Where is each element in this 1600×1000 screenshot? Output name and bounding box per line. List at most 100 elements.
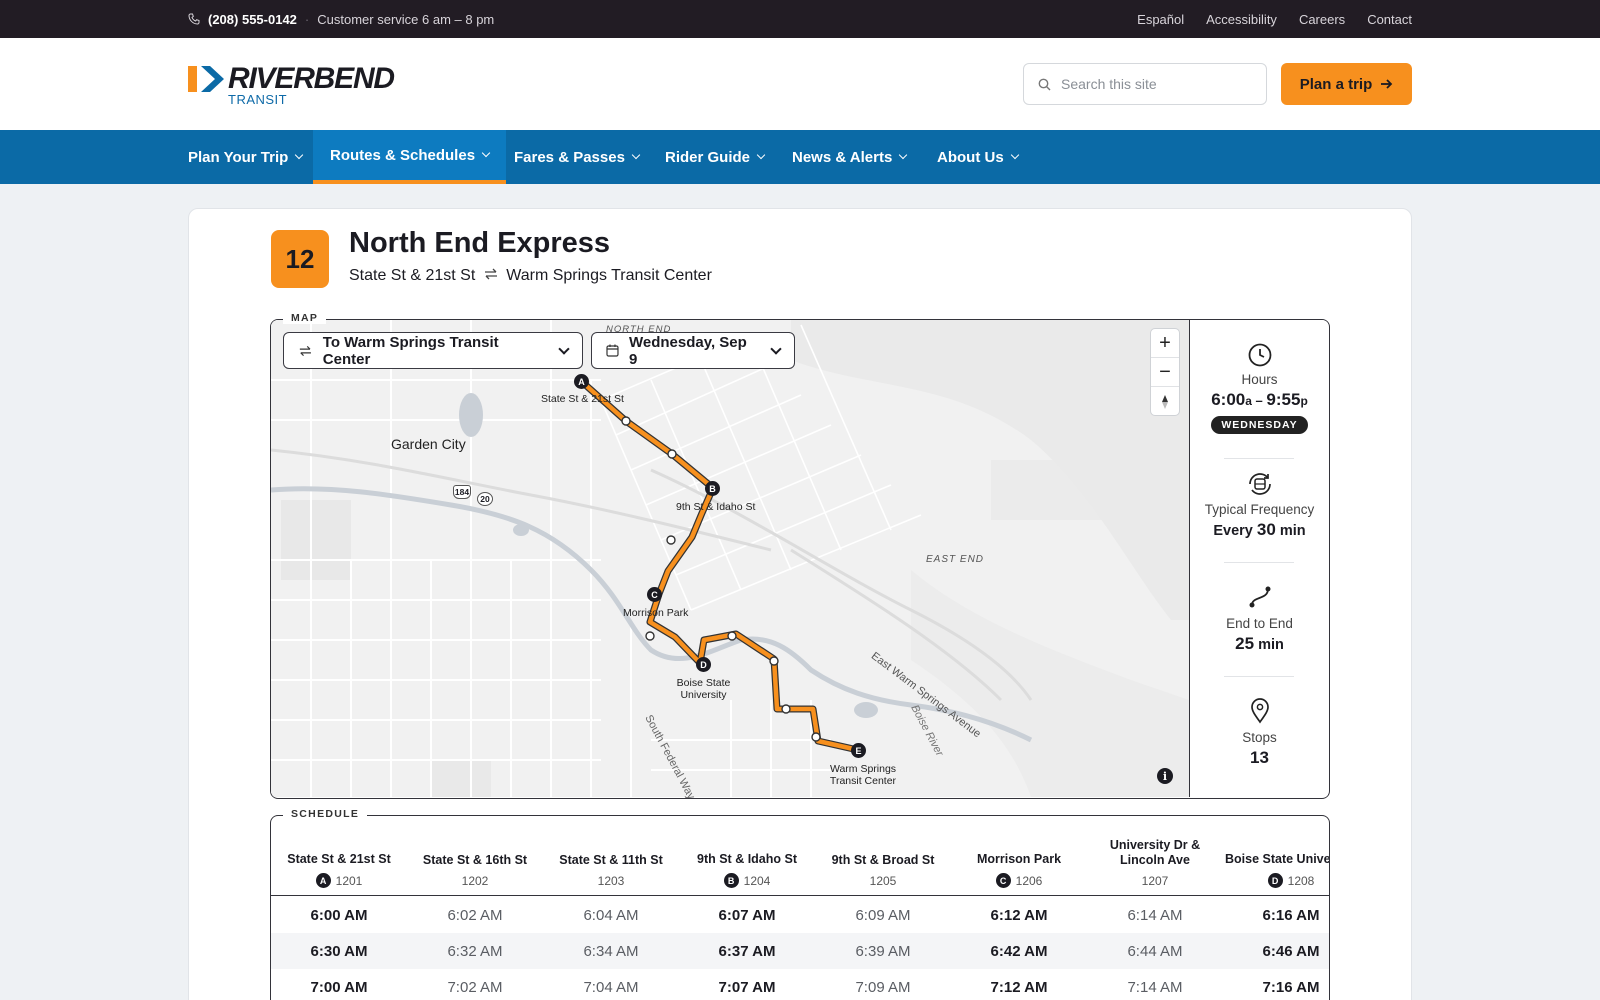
- schedule-time-cell: 7:09 AM: [855, 978, 911, 996]
- divider: [1224, 562, 1294, 563]
- map-label-north-end: NORTH END: [606, 324, 672, 335]
- route-map[interactable]: 184 20 NORTH END Garden City EAST END Ea…: [271, 320, 1189, 798]
- stat-end-to-end: End to End 25 min: [1190, 584, 1329, 654]
- stat-stops: Stops 13: [1190, 698, 1329, 768]
- search-input[interactable]: [1061, 76, 1241, 92]
- schedule-time-cell: 6:12 AM: [990, 906, 1048, 924]
- frequency-number: 30: [1256, 520, 1276, 539]
- search-icon: [1038, 78, 1051, 90]
- plan-trip-button[interactable]: Plan a trip: [1281, 63, 1412, 105]
- timepoint-marker-e[interactable]: E: [851, 743, 866, 758]
- map-legend: MAP: [283, 312, 327, 324]
- nav-label: Routes & Schedules: [330, 146, 476, 164]
- calendar-icon: [606, 344, 619, 357]
- map-pin-icon: [1250, 698, 1269, 724]
- stop-id-row: 1205: [870, 874, 897, 888]
- map-canvas: [271, 320, 1189, 797]
- timepoint-marker-b[interactable]: B: [705, 481, 720, 496]
- route-path-icon: [1249, 586, 1270, 608]
- phone-icon: [188, 13, 200, 25]
- route-title: North End Express: [349, 227, 611, 259]
- date-select[interactable]: Wednesday, Sep 9: [591, 332, 795, 369]
- schedule-time-cell: 6:16 AM: [1262, 906, 1320, 924]
- timepoint-label-b: 9th St & Idaho St: [676, 501, 756, 513]
- schedule-time-cell: 6:39 AM: [855, 942, 911, 960]
- link-contact[interactable]: Contact: [1367, 11, 1412, 27]
- route-number-badge: 12: [271, 230, 329, 288]
- schedule-time-cell: 7:00 AM: [310, 978, 368, 996]
- stop-id: 1208: [1287, 873, 1315, 888]
- swap-arrows-icon: [484, 268, 497, 280]
- stop-id: 1202: [461, 874, 489, 888]
- link-careers[interactable]: Careers: [1298, 11, 1346, 27]
- stop-name: State St & 11th St: [559, 853, 663, 867]
- schedule-header: State St & 21st St A 1201 State St & 16th S…: [271, 816, 1329, 896]
- date-value: Wednesday, Sep 9: [628, 333, 747, 368]
- schedule-column-header: University Dr & Lincoln Ave 1207: [1088, 826, 1222, 888]
- schedule-column-header: State St & 21st St A 1201: [272, 826, 406, 888]
- zoom-out-button[interactable]: −: [1151, 358, 1179, 387]
- table-row: 6:00 AM 6:02 AM 6:04 AM 6:07 AM 6:09 AM 6:12 …: [271, 897, 1329, 933]
- chevron-down-icon: [558, 342, 570, 355]
- separator-dot: ·: [304, 11, 310, 27]
- nav-about-us[interactable]: About Us: [937, 130, 1019, 184]
- stop-id-row: 1207: [1142, 874, 1169, 888]
- route-from: State St & 21st St: [349, 267, 476, 284]
- stop-id-row: D 1208: [1267, 873, 1315, 888]
- zoom-in-button[interactable]: +: [1151, 329, 1179, 358]
- schedule-time-cell: 6:42 AM: [990, 942, 1048, 960]
- schedule-time-cell: 6:46 AM: [1262, 942, 1320, 960]
- swap-arrows-icon: [299, 345, 311, 356]
- nav-routes-schedules[interactable]: Routes & Schedules: [313, 130, 507, 184]
- plan-trip-label: Plan a trip: [1299, 75, 1373, 93]
- arrow-right-icon: [1381, 79, 1393, 89]
- frequency-value: Every 30 min: [1190, 520, 1329, 540]
- timepoint-label-d: Boise State University: [676, 677, 731, 701]
- nav-news-alerts[interactable]: News & Alerts: [792, 130, 908, 184]
- stop-name: State St & 21st St: [287, 852, 391, 866]
- link-espanol[interactable]: Español: [1137, 11, 1185, 27]
- link-accessibility[interactable]: Accessibility: [1206, 11, 1277, 27]
- stop-id-row: C 1206: [995, 873, 1042, 888]
- hours-end-suffix: p: [1300, 394, 1308, 408]
- hours-separator: –: [1251, 393, 1267, 408]
- hours-label: Hours: [1241, 372, 1278, 387]
- table-row: 6:30 AM 6:32 AM 6:34 AM 6:37 AM 6:39 AM 6:42 …: [271, 933, 1329, 969]
- logo-mark-icon: [188, 66, 224, 92]
- stop-name: 9th St & Idaho St: [697, 852, 797, 866]
- map-label-garden-city: Garden City: [391, 436, 466, 452]
- timepoint-letter-badge: D: [1267, 873, 1283, 888]
- logo[interactable]: RIVERBEND TRANSIT: [188, 62, 428, 107]
- timepoint-marker-c[interactable]: C: [647, 587, 662, 602]
- timepoint-marker-d[interactable]: D: [696, 657, 711, 672]
- frequency-label: Typical Frequency: [1204, 502, 1315, 517]
- compass-button[interactable]: [1151, 387, 1179, 416]
- route-to: Warm Springs Transit Center: [506, 267, 712, 284]
- direction-value: To Warm Springs Transit Center: [322, 333, 499, 368]
- schedule-time-cell: 7:07 AM: [718, 978, 776, 996]
- nav-rider-guide[interactable]: Rider Guide: [665, 130, 766, 184]
- schedule-time-cell: 7:04 AM: [583, 978, 639, 996]
- schedule-time-cell: 6:09 AM: [855, 906, 911, 924]
- stops-label: Stops: [1242, 730, 1277, 745]
- schedule-time-cell: 6:07 AM: [718, 906, 776, 924]
- chevron-down-icon: [770, 342, 782, 355]
- direction-select[interactable]: To Warm Springs Transit Center: [283, 332, 583, 369]
- zoom-controls: + −: [1150, 328, 1180, 416]
- nav-plan-your-trip[interactable]: Plan Your Trip: [188, 130, 304, 184]
- map-info-button[interactable]: i: [1157, 768, 1173, 784]
- timepoint-marker-a[interactable]: A: [574, 374, 589, 389]
- schedule-time-cell: 6:14 AM: [1127, 906, 1183, 924]
- phone-number[interactable]: (208) 555-0142: [208, 11, 297, 27]
- chevron-down-icon: [899, 150, 908, 160]
- stop-id-row: A 1201: [315, 873, 362, 888]
- schedule-column-header: 9th St & Broad St 1205: [816, 826, 950, 888]
- end-to-end-value: 25 min: [1190, 634, 1329, 654]
- nav-fares-passes[interactable]: Fares & Passes: [514, 130, 641, 184]
- nav-label: About Us: [937, 148, 1004, 166]
- stop-id-row: 1202: [462, 874, 489, 888]
- search-box[interactable]: [1023, 63, 1267, 105]
- schedule-time-cell: 7:02 AM: [447, 978, 503, 996]
- service-hours: Customer service 6 am – 8 pm: [317, 11, 495, 27]
- end-to-end-label: End to End: [1226, 616, 1293, 631]
